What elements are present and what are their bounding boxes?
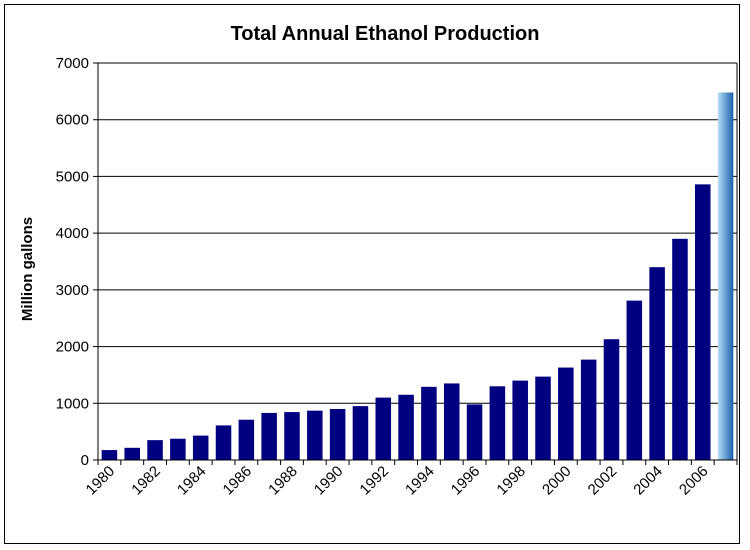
- y-tick-labels: 0 1000 2000 3000 4000 5000 6000 7000: [56, 55, 89, 469]
- bar-2004: [649, 267, 665, 460]
- bar-2005: [672, 238, 688, 460]
- bar-1986: [238, 419, 255, 460]
- x-tick-label: 1994: [402, 463, 438, 499]
- bar-1981: [124, 447, 140, 460]
- y-tick-label: 5000: [56, 168, 89, 185]
- bar-1980: [101, 450, 118, 460]
- bar-1983: [170, 438, 186, 460]
- bar-1985: [215, 425, 232, 460]
- x-tick-label: 2004: [630, 463, 666, 499]
- x-tick-label: 1992: [356, 463, 392, 499]
- x-tick-label: 1986: [220, 463, 256, 499]
- x-tick-label: 1996: [448, 463, 484, 499]
- y-tick-label: 6000: [56, 112, 89, 129]
- bar-1991: [352, 406, 369, 460]
- axes: [93, 62, 738, 465]
- chart-title: Total Annual Ethanol Production: [231, 23, 540, 45]
- chart-frame: Total Annual Ethanol Production Million …: [4, 4, 740, 544]
- bar-2006: [695, 184, 711, 460]
- bar-1987: [261, 412, 277, 460]
- bar-1990: [329, 408, 346, 460]
- y-tick-label: 0: [81, 452, 89, 469]
- bar-1992: [375, 397, 392, 460]
- bar-2007: [717, 92, 734, 461]
- bar-1989: [307, 410, 323, 460]
- bar-1997: [489, 386, 506, 460]
- ethanol-bar-chart: Total Annual Ethanol Production Million …: [19, 23, 738, 499]
- bar-1998: [512, 380, 528, 460]
- x-tick-label: 2006: [676, 463, 712, 499]
- y-tick-label: 2000: [56, 339, 89, 356]
- bar-1984: [192, 435, 209, 460]
- bar-1996: [466, 404, 483, 460]
- bar-1999: [535, 376, 551, 460]
- bar-2001: [580, 359, 597, 460]
- bar-1994: [421, 386, 437, 460]
- x-tick-label: 2002: [585, 463, 621, 499]
- bar-1982: [147, 440, 163, 460]
- x-tick-label: 1988: [265, 463, 301, 499]
- y-tick-label: 1000: [56, 395, 89, 412]
- y-tick-label: 3000: [56, 282, 89, 299]
- bar-2000: [558, 367, 574, 460]
- x-tick-label: 1982: [128, 463, 164, 499]
- x-tick-label: 1984: [174, 463, 210, 499]
- bar-1988: [284, 412, 300, 460]
- y-tick-label: 4000: [56, 225, 89, 242]
- bars: [101, 92, 734, 461]
- bar-2003: [626, 300, 643, 460]
- x-tick-label: 1990: [311, 463, 347, 499]
- x-tick-label: 2000: [539, 463, 575, 499]
- bar-1993: [398, 394, 414, 460]
- y-tick-label: 7000: [56, 55, 89, 72]
- bar-1995: [443, 383, 460, 460]
- bar-2002: [603, 339, 620, 460]
- y-axis-label: Million gallons: [19, 217, 36, 321]
- x-tick-label: 1998: [493, 463, 529, 499]
- x-tick-labels: 1980 1982 1984 1986 1988 1990 1992 1994 1996 1998…: [83, 463, 712, 499]
